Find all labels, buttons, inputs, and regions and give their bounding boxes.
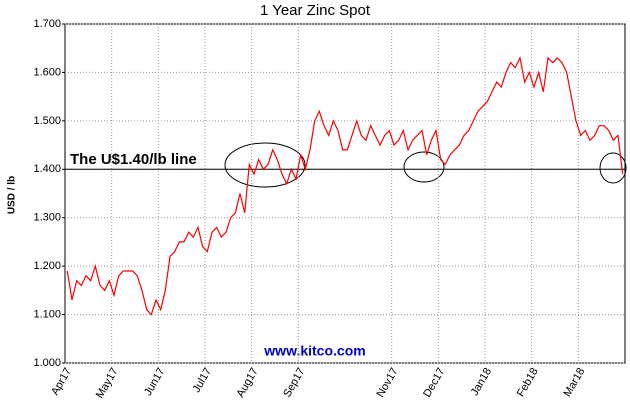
x-tick-label: Nov17 xyxy=(374,366,400,400)
y-tick-label: 1.600 xyxy=(33,66,61,78)
x-tick-label: Jul17 xyxy=(191,366,215,395)
x-tick-label: May17 xyxy=(94,366,121,400)
y-tick-label: 1.400 xyxy=(33,163,61,175)
y-tick-label: 1.300 xyxy=(33,212,61,224)
watermark: www.kitco.com xyxy=(263,343,365,359)
x-tick-label: Jun17 xyxy=(142,366,167,398)
x-tick-label: Sep17 xyxy=(281,366,307,400)
chart-title: 1 Year Zinc Spot xyxy=(260,2,371,19)
y-tick-label: 1.200 xyxy=(33,260,61,272)
x-tick-label: Feb18 xyxy=(515,366,541,399)
x-tick-label: Dec17 xyxy=(421,366,447,400)
y-tick-label: 1.500 xyxy=(33,115,61,127)
price-line xyxy=(66,56,624,316)
y-tick-label: 1.100 xyxy=(33,308,61,320)
x-tick-label: Apr17 xyxy=(49,366,74,397)
y-tick-label: 1.000 xyxy=(33,357,61,369)
y-tick-label: 1.700 xyxy=(33,18,61,30)
x-tick-label: Aug17 xyxy=(234,366,260,400)
x-tick-label: Mar18 xyxy=(561,366,587,399)
x-tick-label: Jan18 xyxy=(469,366,494,398)
highlight-ellipse xyxy=(403,151,445,183)
highlight-ellipse xyxy=(224,142,306,188)
annotation: The U$1.40/lb line xyxy=(70,151,197,168)
highlight-ellipse xyxy=(599,152,627,184)
y-axis-label: USD / lb xyxy=(7,176,18,214)
